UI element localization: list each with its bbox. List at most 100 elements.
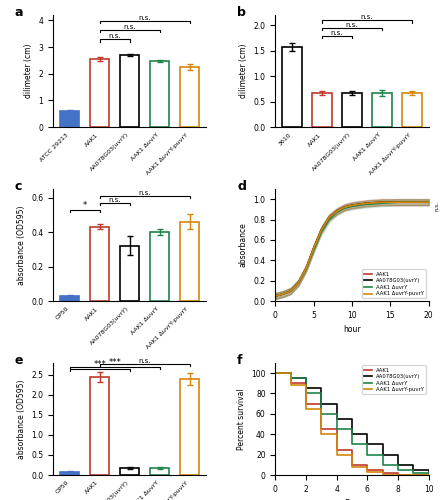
AAK1 — [342, 204, 347, 210]
AAK1 ΔuvrY — [365, 201, 370, 207]
AAK1 ΔuvrY-puvrY — [411, 472, 416, 478]
AAK1 ΔuvrY-puvrY — [350, 464, 355, 470]
AAK1 — [350, 202, 355, 208]
AAK1 ΔuvrY — [303, 390, 309, 396]
AAK1 ΔuvrY — [334, 426, 339, 432]
Line: AA078G03(uvrY): AA078G03(uvrY) — [275, 373, 429, 473]
Text: e: e — [15, 354, 23, 367]
AAK1 ΔuvrY — [380, 462, 385, 468]
AAK1 — [350, 462, 355, 468]
AAK1 ΔuvrY — [326, 216, 332, 222]
AAK1 ΔuvrY — [319, 411, 324, 417]
AAK1 — [380, 470, 385, 476]
Bar — [150, 468, 169, 475]
Line: AAK1 ΔuvrY-puvrY: AAK1 ΔuvrY-puvrY — [275, 202, 429, 296]
Line: AAK1 ΔuvrY: AAK1 ΔuvrY — [275, 373, 429, 475]
AAK1 — [426, 199, 431, 205]
AAK1 ΔuvrY-puvrY — [319, 431, 324, 437]
AAK1 ΔuvrY — [426, 472, 431, 478]
Text: n.s.: n.s. — [108, 34, 121, 40]
AAK1 — [334, 208, 339, 214]
AA078G03(uvrY) — [288, 375, 293, 381]
Bar — [372, 93, 392, 127]
AAK1 ΔuvrY — [334, 210, 339, 216]
Bar — [120, 246, 140, 301]
AAK1 ΔuvrY — [411, 470, 416, 476]
AAK1 ΔuvrY-puvrY — [426, 199, 431, 205]
AAK1 ΔuvrY — [311, 247, 316, 253]
AA078G03(uvrY) — [288, 288, 293, 294]
AA078G03(uvrY) — [411, 467, 416, 473]
AAK1 ΔuvrY-puvrY — [296, 280, 301, 285]
AA078G03(uvrY) — [319, 226, 324, 232]
Line: AA078G03(uvrY): AA078G03(uvrY) — [275, 202, 429, 296]
AAK1 ΔuvrY — [411, 199, 416, 205]
Bar — [402, 93, 422, 127]
AA078G03(uvrY) — [326, 214, 332, 220]
Bar — [342, 93, 362, 127]
AAK1 — [273, 293, 278, 299]
AAK1 ΔuvrY-puvrY — [273, 293, 278, 299]
Y-axis label: absorbance (OD595): absorbance (OD595) — [17, 379, 26, 458]
AAK1 ΔuvrY — [296, 280, 301, 285]
AAK1 ΔuvrY-puvrY — [365, 200, 370, 206]
AA078G03(uvrY) — [319, 400, 324, 406]
Bar — [60, 110, 80, 127]
X-axis label: hour: hour — [343, 326, 361, 334]
AAK1 — [334, 446, 339, 452]
Text: n.s.: n.s. — [123, 24, 136, 30]
Y-axis label: Percent survival: Percent survival — [236, 388, 246, 450]
Line: AAK1 ΔuvrY-puvrY: AAK1 ΔuvrY-puvrY — [275, 373, 429, 475]
AAK1 ΔuvrY — [288, 375, 293, 381]
AAK1 ΔuvrY — [396, 199, 401, 205]
Text: n.s.: n.s. — [138, 15, 151, 21]
Text: ***: *** — [93, 360, 106, 368]
AAK1 ΔuvrY-puvrY — [326, 214, 332, 220]
AAK1 ΔuvrY — [365, 452, 370, 458]
AA078G03(uvrY) — [426, 470, 431, 476]
AA078G03(uvrY) — [311, 245, 316, 251]
Bar — [60, 472, 80, 475]
AAK1 ΔuvrY-puvrY — [280, 291, 286, 297]
AA078G03(uvrY) — [273, 293, 278, 299]
AAK1 — [365, 467, 370, 473]
Y-axis label: absorbance: absorbance — [239, 222, 248, 268]
AAK1 — [396, 199, 401, 205]
AAK1 ΔuvrY — [288, 288, 293, 294]
Text: n.s.: n.s. — [138, 358, 151, 364]
Bar — [150, 232, 169, 301]
Bar — [180, 222, 199, 301]
Y-axis label: dilimeter (cm): dilimeter (cm) — [24, 44, 33, 98]
Text: f: f — [237, 354, 243, 367]
Text: n.s.: n.s. — [361, 14, 373, 20]
Text: n.s.: n.s. — [108, 197, 121, 203]
AAK1 — [303, 400, 309, 406]
AAK1 ΔuvrY-puvrY — [380, 199, 385, 205]
AAK1 ΔuvrY-puvrY — [319, 226, 324, 232]
AAK1 ΔuvrY-puvrY — [311, 245, 316, 251]
Line: AAK1: AAK1 — [275, 202, 429, 296]
Text: a: a — [15, 6, 23, 19]
AAK1 — [380, 199, 385, 205]
Text: ***: *** — [108, 358, 121, 366]
AAK1 ΔuvrY-puvrY — [303, 266, 309, 272]
AAK1 — [319, 426, 324, 432]
AAK1 — [288, 380, 293, 386]
AAK1 ΔuvrY — [273, 370, 278, 376]
AAK1 — [396, 472, 401, 478]
AAK1 ΔuvrY — [280, 291, 286, 297]
AAK1 — [303, 266, 309, 272]
Line: AAK1: AAK1 — [275, 373, 429, 475]
Legend: AAK1, AA078G03(uvrY), AAK1 ΔuvrY, AAK1 ΔuvrY-puvrY: AAK1, AA078G03(uvrY), AAK1 ΔuvrY, AAK1 Δ… — [362, 270, 426, 298]
AAK1 — [365, 200, 370, 206]
Text: n.s.: n.s. — [435, 201, 440, 210]
AAK1 — [411, 199, 416, 205]
Text: d: d — [237, 180, 246, 193]
AAK1 — [296, 280, 301, 285]
AAK1 ΔuvrY-puvrY — [396, 199, 401, 205]
AAK1 ΔuvrY — [342, 206, 347, 212]
Bar — [120, 55, 140, 127]
Line: AAK1 ΔuvrY: AAK1 ΔuvrY — [275, 202, 429, 296]
AAK1 ΔuvrY-puvrY — [273, 370, 278, 376]
Bar — [180, 67, 199, 127]
